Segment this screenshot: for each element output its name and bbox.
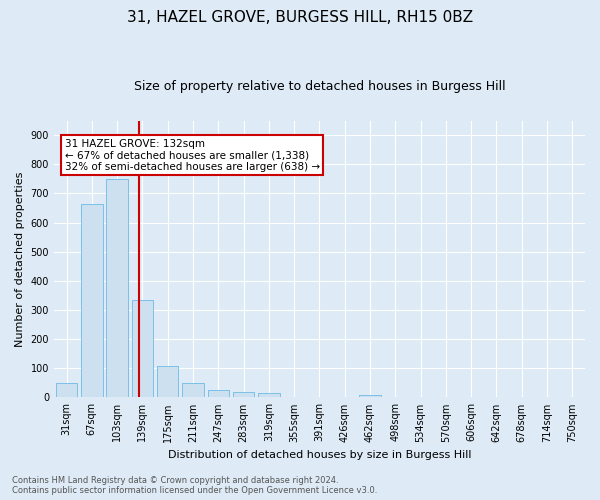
Title: Size of property relative to detached houses in Burgess Hill: Size of property relative to detached ho… xyxy=(134,80,505,93)
Bar xyxy=(106,179,128,398)
Bar xyxy=(208,390,229,398)
Bar xyxy=(359,395,381,398)
Bar xyxy=(233,392,254,398)
Bar xyxy=(81,204,103,398)
Bar xyxy=(182,383,204,398)
Text: 31, HAZEL GROVE, BURGESS HILL, RH15 0BZ: 31, HAZEL GROVE, BURGESS HILL, RH15 0BZ xyxy=(127,10,473,25)
Bar xyxy=(258,394,280,398)
Bar xyxy=(157,366,178,398)
Text: 31 HAZEL GROVE: 132sqm
← 67% of detached houses are smaller (1,338)
32% of semi-: 31 HAZEL GROVE: 132sqm ← 67% of detached… xyxy=(65,138,320,172)
Text: Contains HM Land Registry data © Crown copyright and database right 2024.
Contai: Contains HM Land Registry data © Crown c… xyxy=(12,476,377,495)
Y-axis label: Number of detached properties: Number of detached properties xyxy=(15,172,25,346)
X-axis label: Distribution of detached houses by size in Burgess Hill: Distribution of detached houses by size … xyxy=(168,450,471,460)
Bar xyxy=(56,383,77,398)
Bar xyxy=(131,300,153,398)
